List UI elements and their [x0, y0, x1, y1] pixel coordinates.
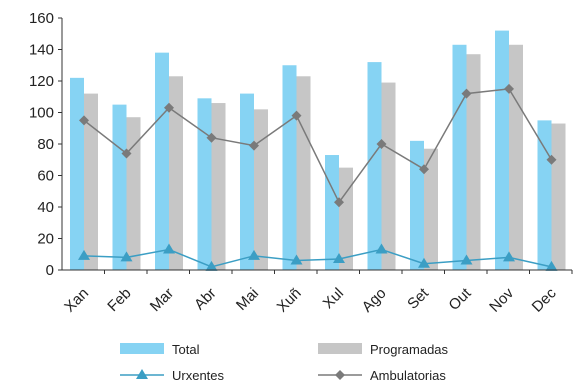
- legend-label-ambulatorias: Ambulatorias: [370, 368, 446, 383]
- line-layer: [78, 83, 558, 271]
- y-tick-labels: 0 20 40 60 80 100 120 140 160: [29, 10, 62, 279]
- point-ambulatorias-7: [376, 139, 387, 149]
- x-tick-label-6: Xul: [320, 285, 347, 312]
- bar-total-6: [325, 155, 339, 270]
- legend-swatch-total: [120, 343, 164, 354]
- point-ambulatorias-11: [546, 154, 557, 165]
- bar-total-5: [282, 65, 297, 270]
- x-tick-label-8: Set: [404, 284, 433, 313]
- point-urxentes-0: [78, 249, 90, 260]
- bar-total-11: [537, 120, 552, 270]
- x-tick-label-9: Out: [445, 284, 475, 314]
- legend-swatch-programadas: [318, 343, 362, 354]
- bar-programadas-9: [466, 54, 481, 270]
- y-tick-label-5: 100: [29, 105, 54, 122]
- legend-marker-ambulatorias: [335, 370, 345, 380]
- bar-programadas-10: [509, 44, 523, 271]
- bar-programadas-5: [296, 76, 311, 271]
- point-ambulatorias-1: [121, 148, 132, 159]
- line-urxentes: [83, 248, 552, 268]
- bar-layer: [70, 30, 566, 271]
- point-urxentes-1: [120, 251, 133, 262]
- point-urxentes-4: [248, 249, 260, 260]
- point-urxentes-5: [290, 254, 303, 265]
- legend-label-programadas: Programadas: [370, 342, 449, 357]
- point-ambulatorias-8: [419, 164, 429, 175]
- x-tick-label-3: Abr: [191, 285, 220, 314]
- point-ambulatorias-6: [334, 197, 344, 208]
- point-urxentes-8: [418, 257, 430, 268]
- bar-total-4: [240, 93, 254, 270]
- bar-total-9: [452, 44, 467, 271]
- bar-total-2: [155, 52, 169, 271]
- bar-total-10: [495, 30, 509, 270]
- x-tick-labels: Xan Feb Mar Abr Mai Xuñ Xul Ago Set Out Nov Dec: [61, 270, 573, 316]
- point-urxentes-7: [375, 243, 388, 254]
- point-urxentes-3: [205, 260, 218, 271]
- x-tick-label-10: Nov: [486, 284, 517, 315]
- y-tick-label-4: 80: [37, 136, 54, 153]
- point-urxentes-6: [333, 252, 345, 263]
- bar-programadas-6: [339, 167, 353, 270]
- y-tick-label-8: 160: [29, 10, 54, 27]
- point-ambulatorias-9: [461, 88, 472, 99]
- y-tick-label-0: 0: [46, 262, 54, 279]
- point-ambulatorias-5: [291, 110, 302, 121]
- bar-total-0: [70, 77, 84, 270]
- bar-total-7: [367, 62, 382, 270]
- point-ambulatorias-0: [79, 115, 89, 126]
- legend-label-total: Total: [172, 342, 200, 357]
- bar-total-3: [197, 98, 212, 270]
- x-tick-label-0: Xan: [61, 285, 92, 316]
- y-tick-label-2: 40: [37, 199, 54, 216]
- bar-programadas-2: [169, 76, 183, 271]
- y-tick-label-6: 120: [29, 73, 54, 90]
- bar-total-8: [410, 140, 424, 270]
- y-tick-label-7: 140: [29, 42, 54, 59]
- bar-programadas-3: [211, 103, 226, 270]
- x-tick-label-4: Mai: [233, 285, 262, 314]
- legend-label-urxentes: Urxentes: [172, 368, 225, 383]
- bar-programadas-8: [424, 148, 438, 270]
- point-urxentes-11: [545, 260, 558, 271]
- point-urxentes-10: [503, 251, 515, 262]
- point-urxentes-2: [163, 243, 175, 254]
- bar-programadas-0: [84, 93, 98, 270]
- point-ambulatorias-10: [504, 83, 514, 94]
- bar-programadas-1: [126, 117, 141, 270]
- x-tick-label-5: Xuñ: [274, 285, 305, 316]
- y-tick-label-3: 60: [37, 168, 54, 185]
- bar-total-1: [112, 104, 127, 270]
- x-tick-label-7: Ago: [359, 285, 390, 316]
- bar-programadas-7: [381, 82, 396, 270]
- legend-marker-urxentes: [136, 369, 148, 379]
- point-urxentes-9: [460, 254, 473, 265]
- y-tick-label-1: 20: [37, 231, 54, 248]
- bar-programadas-4: [254, 109, 268, 270]
- line-ambulatorias: [83, 88, 553, 204]
- legend: Total Programadas Urxentes Ambulatorias: [120, 342, 449, 383]
- bar-programadas-11: [551, 123, 566, 271]
- x-tick-label-11: Dec: [529, 284, 560, 315]
- point-ambulatorias-2: [164, 102, 174, 113]
- x-tick-label-2: Mar: [147, 285, 177, 315]
- point-ambulatorias-4: [249, 140, 259, 151]
- point-ambulatorias-3: [206, 132, 217, 143]
- x-tick-label-1: Feb: [104, 285, 134, 315]
